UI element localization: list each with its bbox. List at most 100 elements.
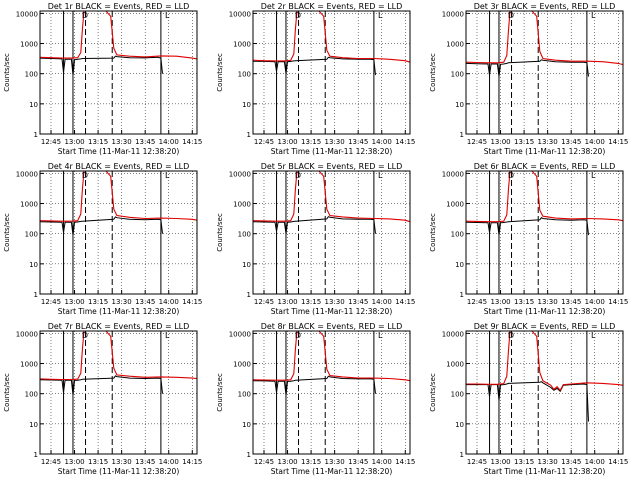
events-series-line <box>465 59 589 77</box>
plot-title: Det 3r BLACK = Events, RED = LLD <box>474 2 616 11</box>
events-series-line <box>39 216 163 236</box>
y-tick-label: 10000 <box>16 10 38 18</box>
marker-label: L <box>165 171 170 180</box>
x-tick-label: 13:00 <box>490 138 510 146</box>
x-tick-label: 13:15 <box>514 298 534 306</box>
x-tick-label: 12:45 <box>41 458 61 466</box>
plot-frame <box>39 170 198 295</box>
lld-series-line <box>466 330 624 392</box>
y-tick-label: 1000 <box>20 41 38 49</box>
x-tick-label: 12:45 <box>41 138 61 146</box>
y-tick-label: 1 <box>247 291 251 299</box>
x-tick-label: 13:30 <box>325 138 345 146</box>
y-tick-label: 1000 <box>446 201 464 209</box>
marker-label: D <box>82 331 88 340</box>
marker-label: D <box>508 11 514 20</box>
x-tick-label: 14:15 <box>182 458 202 466</box>
y-tick-label: 10 <box>29 421 38 429</box>
y-tick-label: 1000 <box>446 41 464 49</box>
x-tick-label: 13:15 <box>301 138 321 146</box>
plot-title: Det 5r BLACK = Events, RED = LLD <box>261 162 403 171</box>
x-tick-label: 14:00 <box>585 138 605 146</box>
plot-frame <box>465 10 624 135</box>
y-tick-label: 1000 <box>233 201 251 209</box>
y-tick-label: 10000 <box>229 10 251 18</box>
x-tick-label: 13:30 <box>538 458 558 466</box>
y-tick-label: 1 <box>460 451 464 459</box>
marker-label: D <box>82 11 88 20</box>
x-tick-label: 13:15 <box>301 458 321 466</box>
y-tick-label: 10000 <box>442 10 464 18</box>
marker-label: L <box>591 331 596 340</box>
y-tick-label: 10 <box>242 101 251 109</box>
x-tick-label: 13:45 <box>561 458 581 466</box>
y-axis-label: Counts/sec <box>429 53 437 92</box>
y-tick-label: 1 <box>34 451 38 459</box>
x-tick-label: 13:15 <box>514 138 534 146</box>
x-axis-label: Start Time (11-Mar-11 12:38:20) <box>271 467 393 476</box>
x-tick-label: 14:00 <box>159 298 179 306</box>
y-tick-label: 100 <box>451 231 464 239</box>
y-axis-label: Counts/sec <box>3 373 11 412</box>
x-tick-label: 13:00 <box>490 458 510 466</box>
x-tick-label: 14:15 <box>395 298 415 306</box>
y-tick-label: 100 <box>25 71 38 79</box>
x-tick-label: 13:30 <box>112 138 132 146</box>
y-axis-label: Counts/sec <box>216 53 224 92</box>
x-tick-label: 14:00 <box>372 138 392 146</box>
y-tick-label: 10 <box>29 261 38 269</box>
plot-title: Det 6r BLACK = Events, RED = LLD <box>474 162 616 171</box>
marker-label: L <box>591 171 596 180</box>
marker-label: D <box>508 331 514 340</box>
x-tick-label: 12:45 <box>254 138 274 146</box>
plot-frame <box>252 170 411 295</box>
plot-title: Det 9r BLACK = Events, RED = LLD <box>474 322 616 331</box>
x-axis-label: Start Time (11-Mar-11 12:38:20) <box>484 147 606 156</box>
x-axis-label: Start Time (11-Mar-11 12:38:20) <box>484 307 606 316</box>
plot-title: Det 2r BLACK = Events, RED = LLD <box>261 2 403 11</box>
events-series-line <box>465 217 589 236</box>
x-tick-label: 13:00 <box>277 298 297 306</box>
x-tick-label: 14:00 <box>372 298 392 306</box>
y-axis-label: Counts/sec <box>429 373 437 412</box>
marker-label: D <box>295 11 301 20</box>
plot-title: Det 1r BLACK = Events, RED = LLD <box>48 2 190 11</box>
y-tick-label: 10000 <box>229 330 251 338</box>
x-tick-label: 13:00 <box>64 458 84 466</box>
x-tick-label: 14:00 <box>159 458 179 466</box>
marker-label: L <box>378 11 383 20</box>
y-tick-label: 1 <box>34 131 38 139</box>
plot-title: Det 4r BLACK = Events, RED = LLD <box>48 162 190 171</box>
x-tick-label: 12:45 <box>254 298 274 306</box>
y-tick-label: 10000 <box>16 170 38 178</box>
plot-frame <box>252 330 411 455</box>
x-tick-label: 13:15 <box>301 298 321 306</box>
x-axis-label: Start Time (11-Mar-11 12:38:20) <box>58 467 180 476</box>
x-tick-label: 13:45 <box>561 138 581 146</box>
y-tick-label: 1 <box>34 291 38 299</box>
y-tick-label: 100 <box>25 391 38 399</box>
y-tick-label: 10000 <box>442 330 464 338</box>
events-series-line <box>39 55 163 76</box>
x-tick-label: 12:45 <box>467 298 487 306</box>
marker-label: D <box>295 331 301 340</box>
y-tick-label: 100 <box>451 71 464 79</box>
marker-label: L <box>165 11 170 20</box>
x-tick-label: 13:45 <box>348 138 368 146</box>
x-tick-label: 13:45 <box>348 458 368 466</box>
y-axis-label: Counts/sec <box>3 213 11 252</box>
y-tick-label: 1000 <box>20 361 38 369</box>
marker-label: L <box>591 11 596 20</box>
events-series-line <box>252 56 376 76</box>
y-tick-label: 10 <box>29 101 38 109</box>
x-tick-label: 14:15 <box>395 138 415 146</box>
y-tick-label: 10 <box>455 101 464 109</box>
marker-label: L <box>378 331 383 340</box>
marker-label: D <box>82 171 88 180</box>
x-tick-label: 14:15 <box>182 298 202 306</box>
